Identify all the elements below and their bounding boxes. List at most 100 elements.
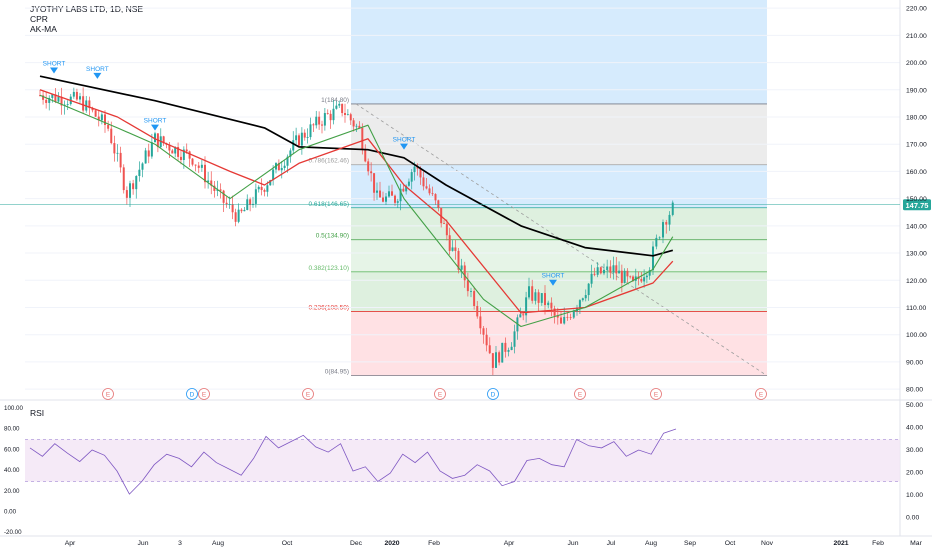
indicator-akma-label[interactable]: AK-MA: [30, 24, 57, 34]
candle-body: [473, 291, 476, 306]
candle-body: [396, 201, 399, 203]
candle-body: [125, 190, 128, 198]
candle-body: [466, 280, 469, 292]
candle-body: [179, 156, 182, 160]
fib-zone: [351, 239, 767, 272]
candle-body: [252, 203, 254, 205]
candle-body: [107, 124, 110, 129]
rsi-right-tick-label: 20.00: [906, 470, 923, 477]
candle-body: [91, 108, 94, 111]
candle-body: [668, 214, 671, 225]
last-price-tag: [903, 199, 931, 211]
candle-body: [391, 191, 393, 196]
candle-body: [135, 176, 138, 190]
candle-body: [550, 302, 553, 309]
event-marker-label: D: [491, 392, 496, 399]
short-signal-arrow: [50, 67, 58, 74]
candle-body: [194, 164, 197, 166]
candle-body: [219, 189, 222, 191]
candle-body: [560, 317, 562, 324]
candle-body: [72, 91, 75, 97]
candle-body: [618, 270, 621, 274]
candle-body: [243, 209, 246, 212]
candle-body: [119, 152, 122, 168]
event-marker-label: D: [190, 392, 195, 399]
time-tick-label: Jun: [568, 540, 579, 547]
moving-average-green: [39, 94, 674, 328]
candle-body: [349, 114, 352, 121]
candle-body: [609, 266, 612, 273]
candle-body: [623, 270, 626, 283]
fibonacci-retracement[interactable]: 1(184.80) 0.786(162.46) 0.618(146.65) 0.5(1…: [309, 0, 768, 377]
fib-level-label: 1(184.80): [321, 97, 349, 104]
candle-body: [620, 270, 623, 283]
price-tick-label: 80.00: [906, 387, 923, 394]
candle-body: [272, 169, 275, 181]
candle-body: [388, 191, 390, 197]
candle-body: [51, 94, 54, 98]
fib-zone: [351, 271, 767, 312]
candle-body: [300, 132, 303, 146]
event-marker-label: E: [306, 392, 311, 399]
candle-body: [367, 161, 370, 172]
candle-body: [476, 305, 479, 317]
candle-body: [341, 103, 344, 114]
candle-body: [394, 195, 396, 203]
candle-body: [48, 97, 51, 103]
candle-body: [382, 197, 384, 202]
fib-zone: [351, 311, 767, 376]
candle-body: [553, 308, 556, 316]
candle-body: [603, 269, 605, 274]
time-tick-label: Feb: [872, 540, 884, 547]
candle-body: [629, 276, 632, 278]
candle-body: [460, 265, 463, 270]
price-tick-label: 100.00: [906, 332, 927, 339]
price-tick-label: 90.00: [906, 359, 923, 366]
rsi-left-tick-label: 20.00: [4, 488, 20, 495]
price-axis[interactable]: 147.75 220.00 210.00 200.00 190.00 180.00 170.…: [0, 6, 931, 394]
candle-body: [122, 167, 125, 191]
rsi-left-tick-label: 0.00: [4, 509, 17, 516]
time-axis[interactable]: Apr Jun 3 Aug Oct Dec 2020 Feb Apr Jun Jul Aug Sep Oc…: [0, 535, 932, 547]
candle-body: [234, 212, 237, 222]
candle-body: [470, 291, 472, 292]
candle-body: [519, 314, 522, 318]
candle-body: [445, 223, 448, 236]
short-signal-label: SHORT: [542, 273, 565, 280]
indicator-cpr-label[interactable]: CPR: [30, 14, 48, 24]
candle-body: [174, 147, 177, 154]
candle-body: [658, 237, 661, 239]
price-tick-label: 210.00: [906, 33, 927, 40]
chart-legend: JYOTHY LABS LTD, 1D, NSE CPR AK-MA: [30, 4, 143, 34]
time-tick-label: Jun: [138, 540, 149, 547]
candle-body: [648, 270, 651, 276]
candle-body: [286, 156, 289, 166]
candle-body: [132, 183, 135, 190]
event-marker-label: E: [759, 392, 764, 399]
candle-body: [191, 158, 194, 165]
candle-body: [298, 135, 300, 146]
rsi-line: [29, 428, 677, 495]
candle-body: [222, 190, 225, 203]
rsi-right-tick-label: 10.00: [906, 492, 923, 499]
price-tick-label: 180.00: [906, 115, 927, 122]
time-tick-label: Oct: [282, 540, 293, 547]
moving-averages: [39, 75, 674, 328]
candle-body: [457, 250, 460, 270]
rsi-left-tick-label: 80.00: [4, 426, 20, 433]
candle-body: [352, 120, 355, 127]
rsi-panel-title[interactable]: RSI: [30, 408, 45, 418]
candle-body: [402, 188, 405, 192]
short-signal-arrow: [151, 124, 159, 131]
price-tick-label: 130.00: [906, 251, 927, 258]
candle-body: [312, 124, 315, 126]
candle-body: [309, 124, 312, 138]
time-tick-label: Dec: [350, 540, 363, 547]
candle-body: [332, 108, 335, 121]
candle-body: [463, 265, 466, 281]
time-tick-label: Oct: [725, 540, 736, 547]
candle-body: [57, 96, 60, 102]
rsi-panel: 100.00 80.00 60.00 40.00 20.00 0.00 -20.00 50.0…: [4, 402, 923, 536]
